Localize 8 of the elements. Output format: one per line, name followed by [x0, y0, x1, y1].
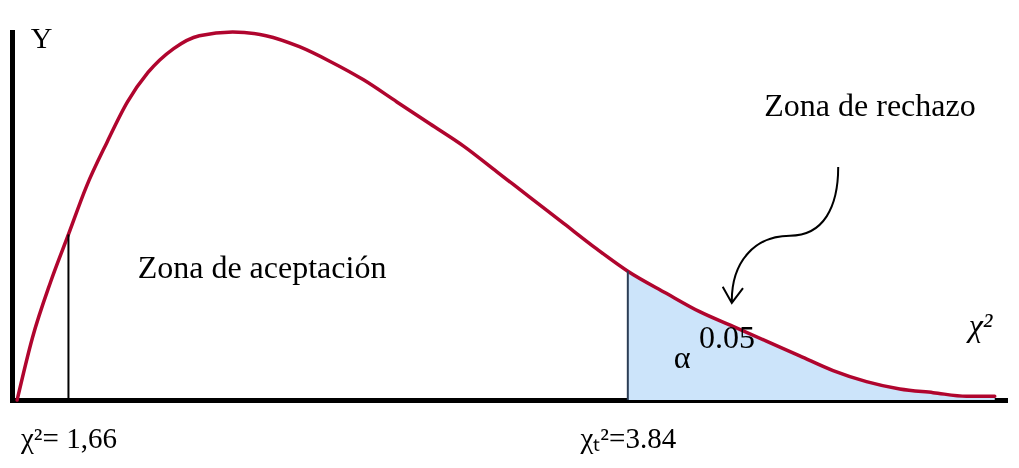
x-axis-title: χ² — [965, 306, 994, 343]
annotation: α — [673, 339, 691, 375]
annotation: Zona de rechazo — [764, 87, 976, 123]
annotation: 0.05 — [699, 319, 755, 355]
x-tick-label: χ²= 1,66 — [19, 421, 117, 454]
annotation: Zona de aceptación — [137, 249, 387, 285]
y-axis-title: Y — [30, 20, 53, 54]
x-tick-label: χₜ²=3.84 — [579, 421, 677, 454]
